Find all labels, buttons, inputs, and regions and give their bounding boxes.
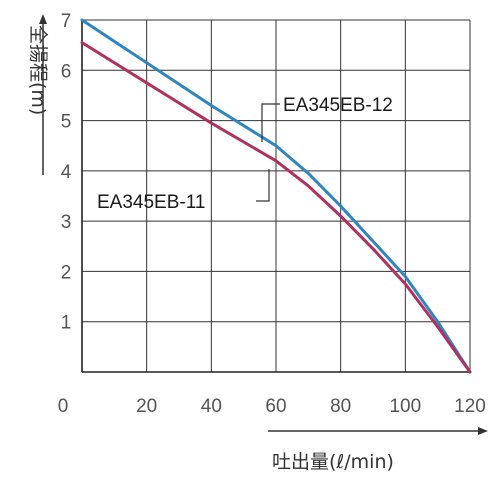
x-tick-label: 20 xyxy=(136,396,157,417)
leader-ea345eb-12 xyxy=(261,103,280,142)
x-tick-label: 80 xyxy=(330,396,351,417)
x-tick-labels: 0 20 40 60 80 100 120 xyxy=(58,396,486,417)
y-tick-label: 2 xyxy=(61,262,72,283)
series-label-ea345eb-12: EA345EB-12 xyxy=(283,95,393,116)
y-axis-title: 全揚程(m) xyxy=(27,25,49,115)
y-tick-label: 3 xyxy=(61,212,72,233)
y-tick-label: 5 xyxy=(61,112,72,133)
series-label-ea345eb-11: EA345EB-11 xyxy=(97,192,205,213)
series-lines xyxy=(80,18,472,374)
grid xyxy=(82,19,471,372)
x-tick-label: 60 xyxy=(265,396,286,417)
y-tick-label: 4 xyxy=(61,162,72,183)
series-line-ea345eb-11 xyxy=(80,41,472,374)
axes xyxy=(81,20,470,373)
x-tick-label: 120 xyxy=(454,396,486,417)
leader-ea345eb-11 xyxy=(256,169,270,202)
x-tick-label: 40 xyxy=(201,396,222,417)
y-tick-label: 7 xyxy=(61,11,72,32)
x-axis-arrow-head xyxy=(478,427,488,435)
x-tick-label: 100 xyxy=(389,396,421,417)
y-tick-label: 6 xyxy=(61,61,72,82)
x-tick-label: 0 xyxy=(58,396,69,417)
y-tick-labels: 1 2 3 4 5 6 7 xyxy=(61,11,72,334)
label-leaders xyxy=(256,103,280,202)
series-line-ea345eb-12 xyxy=(80,18,472,374)
y-tick-label: 1 xyxy=(61,313,72,334)
y-axis-arrow-head xyxy=(39,14,47,24)
x-axis-title: 吐出量(ℓ/min) xyxy=(272,451,394,473)
